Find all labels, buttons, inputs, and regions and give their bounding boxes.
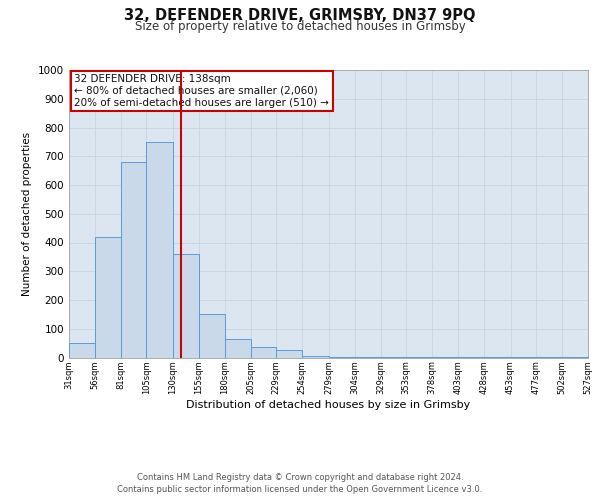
Bar xyxy=(432,357,458,358)
Bar xyxy=(355,356,381,358)
Bar xyxy=(225,339,251,357)
Text: 32 DEFENDER DRIVE: 138sqm
← 80% of detached houses are smaller (2,060)
20% of se: 32 DEFENDER DRIVE: 138sqm ← 80% of detac… xyxy=(74,74,329,108)
Y-axis label: Number of detached properties: Number of detached properties xyxy=(22,132,32,296)
Bar xyxy=(406,356,432,358)
Bar xyxy=(95,237,121,358)
Bar xyxy=(511,357,536,358)
Bar xyxy=(484,357,511,358)
Bar xyxy=(329,356,355,358)
Bar xyxy=(251,348,276,358)
Bar xyxy=(121,162,146,358)
Bar xyxy=(458,357,484,358)
Text: 32, DEFENDER DRIVE, GRIMSBY, DN37 9PQ: 32, DEFENDER DRIVE, GRIMSBY, DN37 9PQ xyxy=(124,8,476,22)
Bar xyxy=(173,254,199,358)
Bar xyxy=(536,357,562,358)
Bar xyxy=(69,343,95,357)
Bar xyxy=(562,357,588,358)
Bar xyxy=(199,314,225,358)
X-axis label: Distribution of detached houses by size in Grimsby: Distribution of detached houses by size … xyxy=(187,400,470,410)
Bar xyxy=(302,356,329,358)
Bar xyxy=(381,357,406,358)
Bar xyxy=(146,142,173,358)
Bar xyxy=(276,350,302,358)
Text: Contains public sector information licensed under the Open Government Licence v3: Contains public sector information licen… xyxy=(118,485,482,494)
Text: Contains HM Land Registry data © Crown copyright and database right 2024.: Contains HM Land Registry data © Crown c… xyxy=(137,472,463,482)
Text: Size of property relative to detached houses in Grimsby: Size of property relative to detached ho… xyxy=(134,20,466,33)
